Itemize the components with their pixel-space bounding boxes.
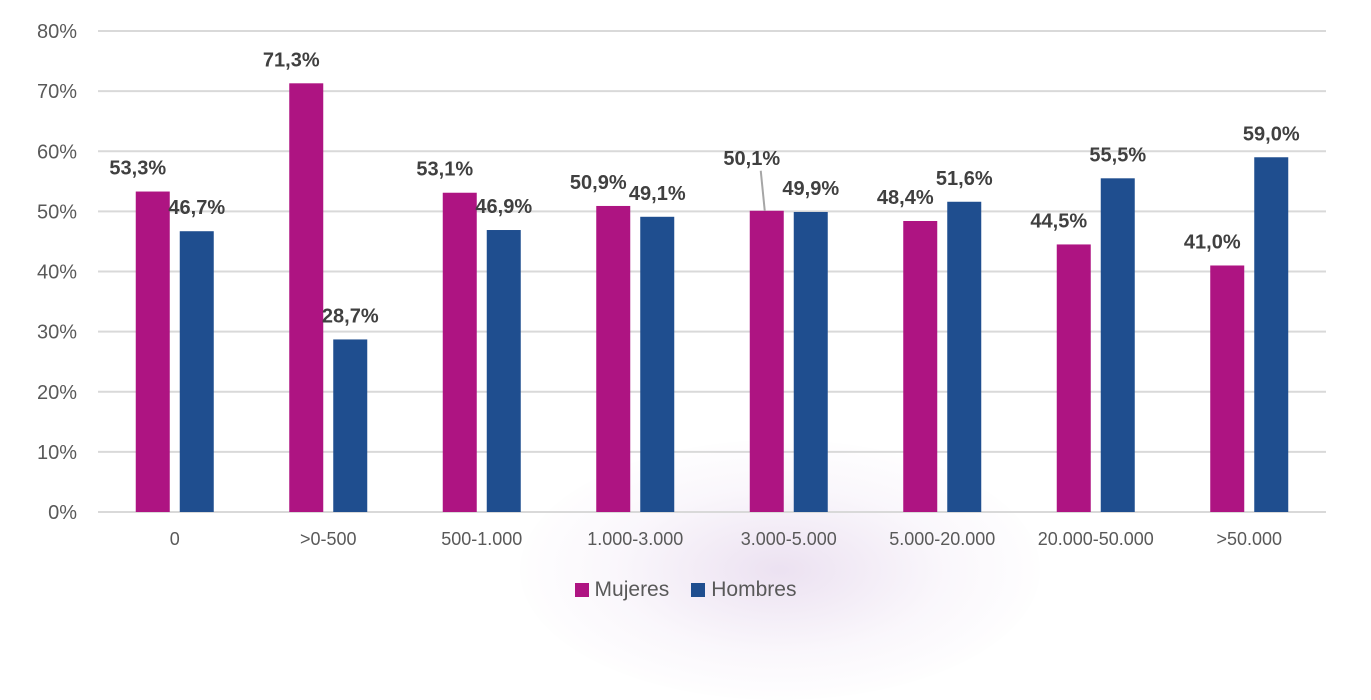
data-label: 49,9% — [782, 178, 839, 200]
y-tick-label: 0% — [48, 502, 77, 524]
bar-chart: 0% 10% 20% 30% 40% 50% 60% 70% 80% 0 53,3%46,7% >0-… — [37, 21, 1326, 549]
data-label: 49,1% — [629, 183, 686, 205]
bar-mujeres — [1056, 244, 1091, 512]
bar-mujeres — [596, 205, 631, 512]
bar-hombres — [947, 201, 982, 512]
y-tick-label: 70% — [37, 81, 77, 103]
y-tick-label: 40% — [37, 262, 77, 284]
legend-swatch-hombres — [691, 583, 706, 597]
bar-mujeres — [442, 192, 477, 512]
bar-hombres — [1254, 157, 1289, 512]
x-tick-label: 1.000-3.000 — [587, 529, 683, 549]
bar-mujeres — [749, 210, 784, 512]
bar-mujeres — [289, 83, 324, 512]
data-label: 48,4% — [877, 187, 934, 209]
legend-label-hombres: Hombres — [711, 578, 797, 601]
y-tick-label: 30% — [37, 322, 77, 344]
bar-hombres — [640, 216, 675, 512]
y-tick-label: 50% — [37, 201, 77, 223]
data-label: 28,7% — [322, 305, 379, 327]
x-tick-label: 5.000-20.000 — [889, 529, 995, 549]
data-label: 71,3% — [263, 49, 320, 71]
x-tick-label: >50.000 — [1216, 529, 1282, 549]
bar-mujeres — [1210, 265, 1245, 512]
legend: Mujeres Hombres — [0, 578, 1371, 602]
x-tick-label: 20.000-50.000 — [1038, 529, 1154, 549]
data-label: 46,9% — [475, 196, 532, 218]
y-tick-label: 80% — [37, 21, 77, 43]
x-tick-label: 500-1.000 — [441, 529, 522, 549]
y-tick-label: 20% — [37, 382, 77, 404]
leader-line — [759, 170, 766, 211]
data-label: 53,3% — [109, 158, 166, 180]
bar-mujeres — [903, 220, 938, 512]
y-tick-label: 10% — [37, 442, 77, 464]
data-label: 59,0% — [1243, 123, 1300, 145]
data-label: 44,5% — [1030, 210, 1087, 232]
data-label: 53,1% — [416, 159, 473, 181]
bar-hombres — [179, 231, 214, 512]
legend-item-hombres[interactable]: Hombres — [691, 578, 796, 602]
y-tick-label: 60% — [37, 141, 77, 163]
x-tick-label: >0-500 — [300, 529, 357, 549]
legend-swatch-mujeres — [574, 583, 589, 597]
data-label: 46,7% — [168, 197, 225, 219]
data-label: 55,5% — [1089, 144, 1146, 166]
legend-label-mujeres: Mujeres — [594, 578, 670, 601]
data-label: 50,9% — [570, 172, 627, 194]
bar-hombres — [1100, 178, 1135, 512]
bar-hombres — [793, 211, 828, 512]
data-label: 51,6% — [936, 168, 993, 190]
data-label: 41,0% — [1184, 231, 1241, 253]
x-tick-label: 0 — [170, 529, 180, 549]
bar-mujeres — [135, 191, 170, 512]
bar-hombres — [486, 230, 521, 513]
data-label: 50,1% — [723, 148, 780, 170]
bar-hombres — [333, 339, 368, 512]
x-tick-label: 3.000-5.000 — [741, 529, 837, 549]
legend-item-mujeres[interactable]: Mujeres — [574, 578, 670, 602]
